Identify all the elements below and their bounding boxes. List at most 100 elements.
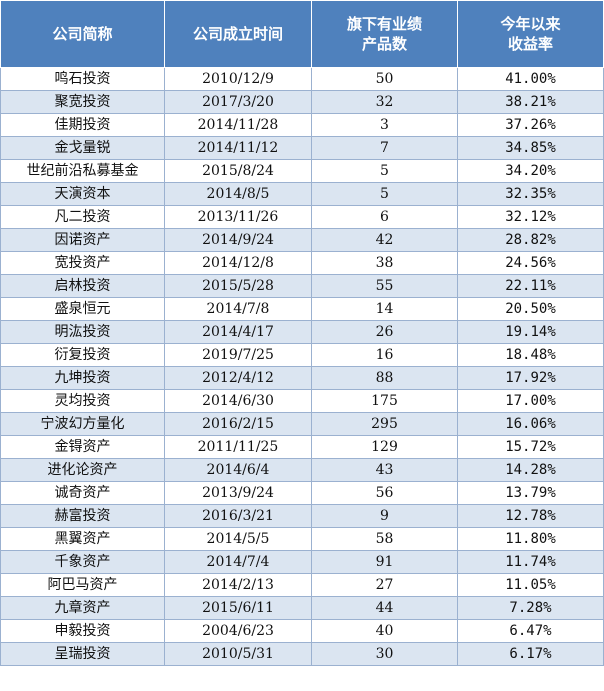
header-founded-date: 公司成立时间 (164, 0, 312, 68)
cell-company-name: 盛泉恒元 (0, 297, 165, 321)
cell-ytd-return: 17.00% (457, 389, 604, 413)
cell-founded-date: 2010/12/9 (164, 67, 312, 91)
cell-founded-date: 2014/7/4 (164, 550, 312, 574)
cell-founded-date: 2015/6/11 (164, 596, 312, 620)
cell-product-count: 42 (311, 228, 458, 252)
cell-product-count: 295 (311, 412, 458, 436)
cell-founded-date: 2015/5/28 (164, 274, 312, 298)
cell-product-count: 26 (311, 320, 458, 344)
table-row: 诚奇资产 2013/9/24 56 13.79% (0, 481, 604, 505)
table-row: 佳期投资 2014/11/28 3 37.26% (0, 113, 604, 137)
cell-ytd-return: 24.56% (457, 251, 604, 275)
cell-company-name: 黑翼资产 (0, 527, 165, 551)
cell-ytd-return: 32.35% (457, 182, 604, 206)
cell-product-count: 58 (311, 527, 458, 551)
table-row: 九坤投资 2012/4/12 88 17.92% (0, 366, 604, 390)
cell-ytd-return: 13.79% (457, 481, 604, 505)
cell-ytd-return: 17.92% (457, 366, 604, 390)
header-product-count-line2: 产品数 (361, 35, 407, 53)
cell-company-name: 申毅投资 (0, 619, 165, 643)
cell-founded-date: 2004/6/23 (164, 619, 312, 643)
cell-founded-date: 2011/11/25 (164, 435, 312, 459)
cell-founded-date: 2014/5/5 (164, 527, 312, 551)
header-ytd-return-line2: 收益率 (507, 35, 553, 53)
table-row: 因诺资产 2014/9/24 42 28.82% (0, 228, 604, 252)
table-row: 阿巴马资产 2014/2/13 27 11.05% (0, 573, 604, 597)
cell-ytd-return: 34.20% (457, 159, 604, 183)
cell-product-count: 43 (311, 458, 458, 482)
table-row: 衍复投资 2019/7/25 16 18.48% (0, 343, 604, 367)
cell-product-count: 27 (311, 573, 458, 597)
table-header-row: 公司简称 公司成立时间 旗下有业绩 产品数 今年以来 收益率 (0, 0, 604, 68)
cell-product-count: 91 (311, 550, 458, 574)
table-row: 鸣石投资 2010/12/9 50 41.00% (0, 67, 604, 91)
cell-founded-date: 2014/11/12 (164, 136, 312, 160)
cell-product-count: 3 (311, 113, 458, 137)
cell-company-name: 宽投资产 (0, 251, 165, 275)
cell-company-name: 启林投资 (0, 274, 165, 298)
cell-company-name: 金戈量锐 (0, 136, 165, 160)
cell-company-name: 衍复投资 (0, 343, 165, 367)
cell-ytd-return: 6.47% (457, 619, 604, 643)
table-row: 凡二投资 2013/11/26 6 32.12% (0, 205, 604, 229)
cell-product-count: 6 (311, 205, 458, 229)
table-row: 聚宽投资 2017/3/20 32 38.21% (0, 90, 604, 114)
cell-ytd-return: 20.50% (457, 297, 604, 321)
cell-ytd-return: 7.28% (457, 596, 604, 620)
cell-ytd-return: 18.48% (457, 343, 604, 367)
cell-company-name: 赫富投资 (0, 504, 165, 528)
cell-product-count: 5 (311, 159, 458, 183)
table-row: 呈瑞投资 2010/5/31 30 6.17% (0, 642, 604, 666)
cell-product-count: 32 (311, 90, 458, 114)
cell-founded-date: 2012/4/12 (164, 366, 312, 390)
table-row: 天演资本 2014/8/5 5 32.35% (0, 182, 604, 206)
cell-ytd-return: 37.26% (457, 113, 604, 137)
table-row: 宁波幻方量化 2016/2/15 295 16.06% (0, 412, 604, 436)
fund-returns-table: 公司简称 公司成立时间 旗下有业绩 产品数 今年以来 收益率 鸣石投资 2010/… (0, 0, 604, 666)
table-row: 金锝资产 2011/11/25 129 15.72% (0, 435, 604, 459)
cell-company-name: 宁波幻方量化 (0, 412, 165, 436)
cell-ytd-return: 22.11% (457, 274, 604, 298)
cell-founded-date: 2014/9/24 (164, 228, 312, 252)
cell-founded-date: 2013/9/24 (164, 481, 312, 505)
cell-founded-date: 2014/11/28 (164, 113, 312, 137)
cell-product-count: 30 (311, 642, 458, 666)
cell-ytd-return: 19.14% (457, 320, 604, 344)
cell-company-name: 凡二投资 (0, 205, 165, 229)
cell-product-count: 50 (311, 67, 458, 91)
cell-founded-date: 2014/4/17 (164, 320, 312, 344)
cell-company-name: 鸣石投资 (0, 67, 165, 91)
table-row: 世纪前沿私募基金 2015/8/24 5 34.20% (0, 159, 604, 183)
cell-founded-date: 2014/12/8 (164, 251, 312, 275)
cell-ytd-return: 16.06% (457, 412, 604, 436)
cell-product-count: 88 (311, 366, 458, 390)
cell-product-count: 129 (311, 435, 458, 459)
cell-ytd-return: 15.72% (457, 435, 604, 459)
table-row: 赫富投资 2016/3/21 9 12.78% (0, 504, 604, 528)
cell-ytd-return: 38.21% (457, 90, 604, 114)
cell-company-name: 千象资产 (0, 550, 165, 574)
cell-company-name: 灵均投资 (0, 389, 165, 413)
cell-company-name: 世纪前沿私募基金 (0, 159, 165, 183)
cell-company-name: 金锝资产 (0, 435, 165, 459)
cell-company-name: 九坤投资 (0, 366, 165, 390)
cell-product-count: 38 (311, 251, 458, 275)
cell-product-count: 16 (311, 343, 458, 367)
cell-founded-date: 2016/3/21 (164, 504, 312, 528)
header-company-name-label: 公司简称 (52, 25, 113, 43)
cell-founded-date: 2017/3/20 (164, 90, 312, 114)
cell-company-name: 阿巴马资产 (0, 573, 165, 597)
cell-company-name: 诚奇资产 (0, 481, 165, 505)
cell-company-name: 呈瑞投资 (0, 642, 165, 666)
cell-ytd-return: 11.05% (457, 573, 604, 597)
cell-ytd-return: 6.17% (457, 642, 604, 666)
cell-company-name: 聚宽投资 (0, 90, 165, 114)
cell-founded-date: 2013/11/26 (164, 205, 312, 229)
cell-product-count: 55 (311, 274, 458, 298)
cell-product-count: 40 (311, 619, 458, 643)
table-row: 灵均投资 2014/6/30 175 17.00% (0, 389, 604, 413)
cell-founded-date: 2015/8/24 (164, 159, 312, 183)
cell-product-count: 56 (311, 481, 458, 505)
cell-company-name: 因诺资产 (0, 228, 165, 252)
cell-ytd-return: 32.12% (457, 205, 604, 229)
